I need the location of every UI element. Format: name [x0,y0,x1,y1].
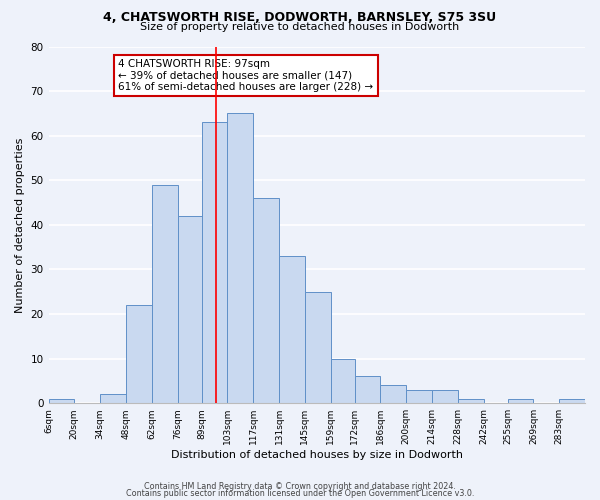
Bar [331,358,355,403]
Bar [49,398,74,403]
Bar [458,398,484,403]
Text: 4, CHATSWORTH RISE, DODWORTH, BARNSLEY, S75 3SU: 4, CHATSWORTH RISE, DODWORTH, BARNSLEY, … [103,11,497,24]
Text: Size of property relative to detached houses in Dodworth: Size of property relative to detached ho… [140,22,460,32]
Bar [305,292,331,403]
Bar [559,398,585,403]
Bar [100,394,126,403]
Bar [178,216,202,403]
Bar [227,114,253,403]
Bar [152,184,178,403]
Y-axis label: Number of detached properties: Number of detached properties [15,137,25,312]
Bar [406,390,432,403]
Text: Contains HM Land Registry data © Crown copyright and database right 2024.: Contains HM Land Registry data © Crown c… [144,482,456,491]
Bar [202,122,227,403]
Text: 4 CHATSWORTH RISE: 97sqm
← 39% of detached houses are smaller (147)
61% of semi-: 4 CHATSWORTH RISE: 97sqm ← 39% of detach… [118,59,373,92]
Bar [355,376,380,403]
Bar [508,398,533,403]
Bar [253,198,279,403]
Bar [279,256,305,403]
Bar [126,305,152,403]
X-axis label: Distribution of detached houses by size in Dodworth: Distribution of detached houses by size … [171,450,463,460]
Bar [380,386,406,403]
Bar [432,390,458,403]
Text: Contains public sector information licensed under the Open Government Licence v3: Contains public sector information licen… [126,490,474,498]
